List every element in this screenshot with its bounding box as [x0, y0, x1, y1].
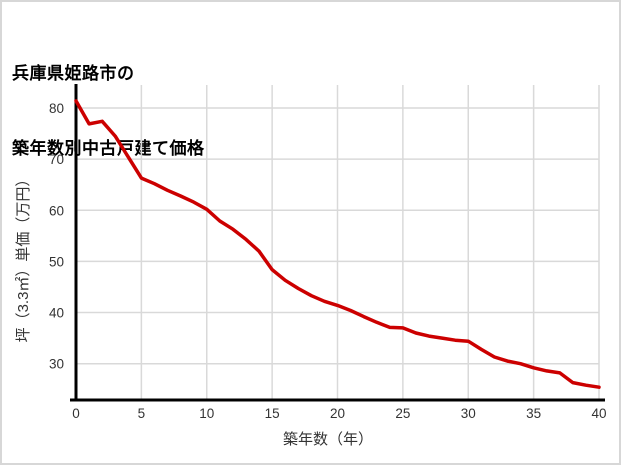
chart-title-line1: 兵庫県姫路市の	[12, 64, 135, 83]
y-tick-label: 40	[49, 306, 64, 321]
y-tick-label: 80	[49, 101, 64, 116]
tick-labels: 30 40 50 60 70 80 0 5 10 15 20 25 30 35 40	[49, 101, 607, 421]
gridlines	[76, 85, 600, 400]
y-tick-label: 70	[49, 152, 64, 167]
price-line-series	[74, 99, 601, 389]
x-tick-label: 40	[591, 406, 606, 421]
x-tick-label: 25	[395, 406, 410, 421]
x-axis-title: 築年数（年）	[283, 430, 373, 448]
x-tick-label: 20	[330, 406, 345, 421]
x-tick-label: 30	[461, 406, 476, 421]
axes	[70, 84, 605, 402]
x-tick-label: 15	[265, 406, 280, 421]
x-tick-label: 0	[72, 406, 80, 421]
x-tick-label: 35	[526, 406, 541, 421]
line-chart: 30 40 50 60 70 80 0 5 10 15 20 25 30 35 40 築年数（年） 坪（3.…	[15, 84, 607, 448]
x-tick-label: 5	[138, 406, 146, 421]
chart-title-line2: 築年数別中古戸建て価格	[12, 139, 205, 158]
y-tick-label: 60	[49, 203, 64, 218]
y-axis-title: 坪（3.3㎡）単価（万円）	[15, 172, 32, 343]
chart-title: 兵庫県姫路市の 築年数別中古戸建て価格	[12, 11, 205, 211]
y-tick-label: 30	[49, 357, 64, 372]
x-tick-label: 10	[199, 406, 214, 421]
y-tick-label: 50	[49, 254, 64, 269]
